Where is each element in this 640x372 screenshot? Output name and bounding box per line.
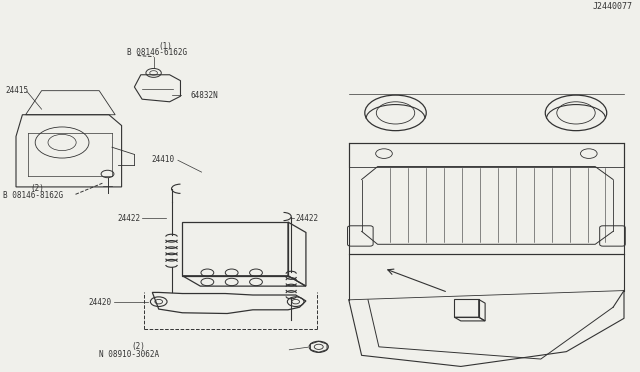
Text: 24415: 24415 (5, 86, 28, 95)
Text: 24422: 24422 (296, 214, 319, 223)
Text: 24422: 24422 (118, 214, 141, 223)
Text: J2440077: J2440077 (593, 2, 632, 11)
Text: N 08910-3062A: N 08910-3062A (99, 350, 159, 359)
Text: (2): (2) (31, 184, 45, 193)
Text: 24410: 24410 (151, 155, 174, 164)
Text: B 08146-6162G: B 08146-6162G (127, 48, 187, 57)
Text: B 08146-8162G: B 08146-8162G (3, 190, 63, 199)
Text: (2): (2) (131, 342, 145, 351)
Text: 24420: 24420 (89, 298, 112, 307)
Text: (1): (1) (159, 42, 173, 51)
Text: 64832N: 64832N (191, 91, 218, 100)
